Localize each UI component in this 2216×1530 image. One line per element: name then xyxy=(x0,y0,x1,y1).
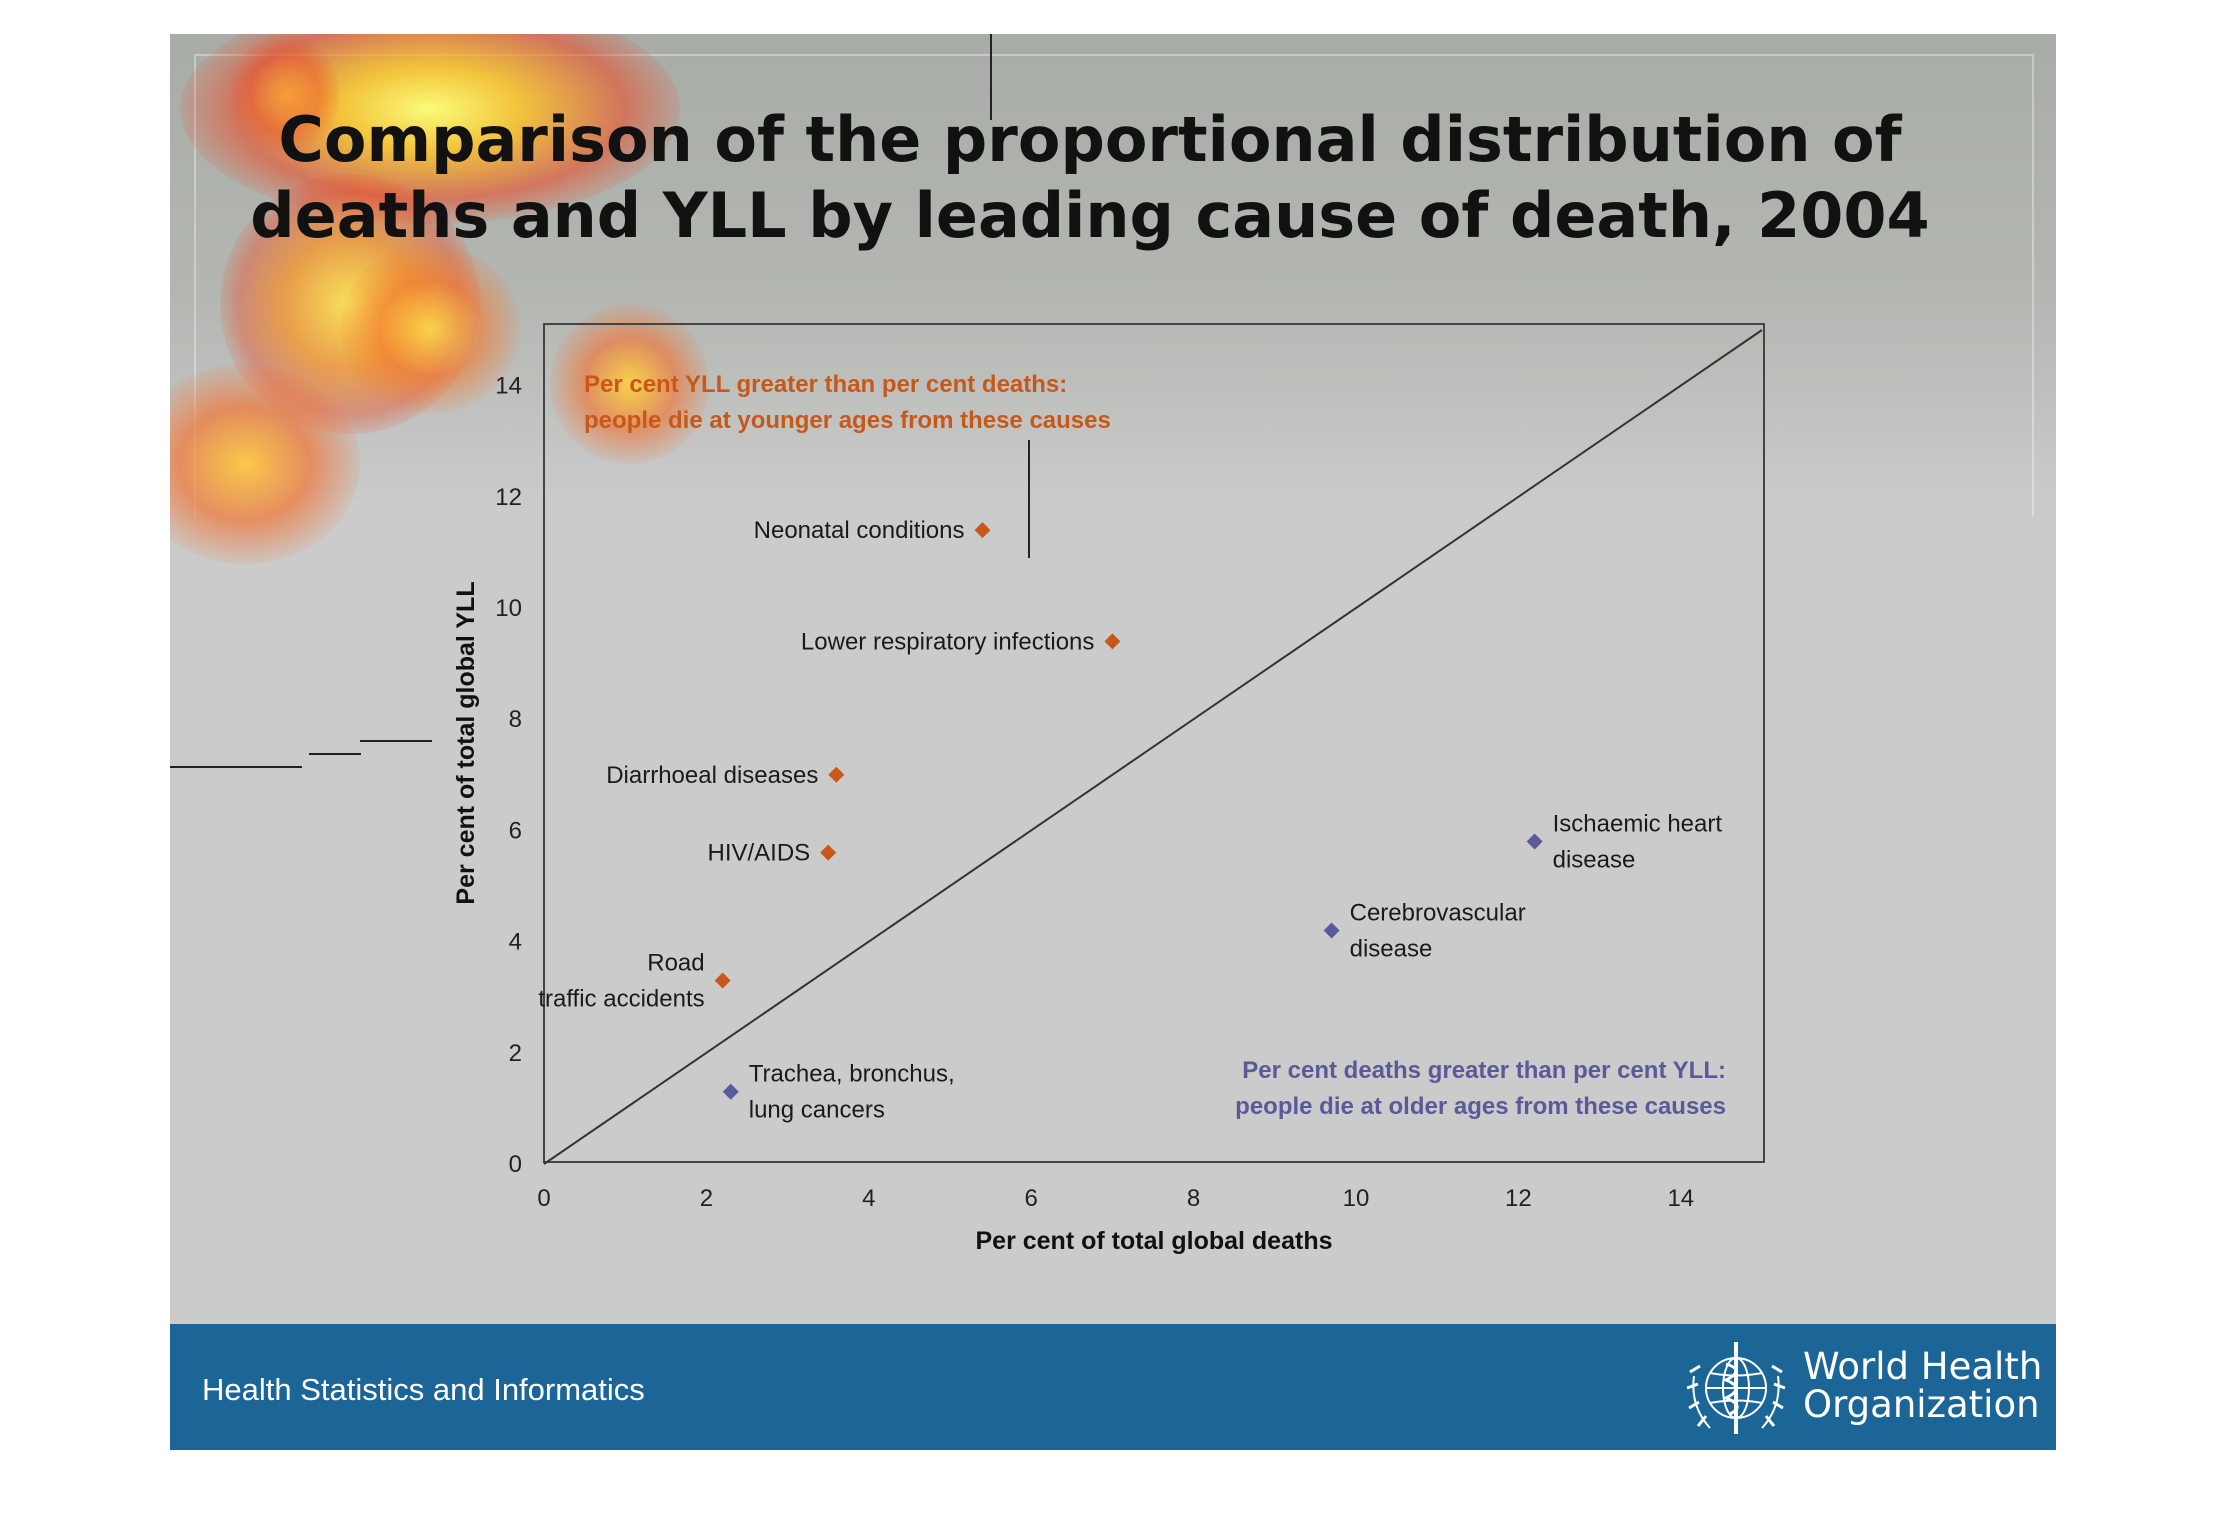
annotation-text: people die at younger ages from these ca… xyxy=(584,407,1111,434)
data-point-label: disease xyxy=(1553,847,1636,874)
who-name-line-1: World Health xyxy=(1803,1345,2043,1388)
y-axis-ticks: 0 2 4 6 8 10 12 14 xyxy=(495,373,522,1178)
plot-area-frame xyxy=(543,323,1765,1163)
data-point-label: Lower respiratory infections xyxy=(801,628,1094,655)
annotation-text: people die at older ages from these caus… xyxy=(1235,1093,1726,1120)
y-tick-label: 10 xyxy=(495,595,522,622)
data-point-marker xyxy=(1526,833,1543,850)
reference-line xyxy=(543,329,1763,1165)
y-axis-title: Per cent of total global YLL xyxy=(452,581,480,904)
chart-annotations: Per cent YLL greater than per cent death… xyxy=(584,371,1726,1120)
y-tick-label: 6 xyxy=(509,817,522,844)
x-tick-label: 10 xyxy=(1343,1185,1370,1212)
x-axis-ticks: 0 2 4 6 8 10 12 14 xyxy=(537,1185,1694,1212)
annotation-text: Per cent deaths greater than per cent YL… xyxy=(1242,1057,1726,1084)
data-point-label: disease xyxy=(1350,935,1433,962)
x-tick-label: 12 xyxy=(1505,1185,1532,1212)
slide-title-line-2: deaths and YLL by leading cause of death… xyxy=(250,179,1930,252)
data-point-marker xyxy=(820,844,837,861)
x-tick-label: 14 xyxy=(1667,1185,1694,1212)
y-tick-label: 12 xyxy=(495,484,522,511)
footer-bar: Health Statistics and Informatics World … xyxy=(170,1324,2056,1450)
data-point-label: Diarrhoeal diseases xyxy=(606,762,818,789)
data-points: Neonatal conditions Lower respiratory inf… xyxy=(538,517,1722,1124)
data-point-label: Cerebrovascular xyxy=(1350,899,1526,926)
who-emblem-icon xyxy=(1686,1342,1786,1434)
x-tick-label: 6 xyxy=(1025,1185,1038,1212)
x-tick-label: 8 xyxy=(1187,1185,1200,1212)
slide-title-line-1: Comparison of the proportional distribut… xyxy=(278,103,1902,176)
y-tick-label: 2 xyxy=(509,1040,522,1067)
stray-line xyxy=(990,34,992,120)
data-point-label: Ischaemic heart xyxy=(1553,811,1723,838)
data-point-marker xyxy=(714,972,731,989)
x-tick-label: 0 xyxy=(537,1185,550,1212)
stray-line xyxy=(309,753,361,755)
stray-line xyxy=(360,740,432,742)
data-point-marker xyxy=(1104,633,1121,650)
data-point-label: lung cancers xyxy=(749,1097,885,1124)
data-point-label: Trachea, bronchus, xyxy=(749,1061,955,1088)
stray-line xyxy=(1028,440,1030,558)
y-tick-label: 4 xyxy=(509,929,522,956)
x-tick-label: 4 xyxy=(862,1185,875,1212)
slide-title: Comparison of the proportional distribut… xyxy=(240,102,1940,254)
data-point-marker xyxy=(1323,922,1340,939)
x-axis-title: Per cent of total global deaths xyxy=(976,1227,1333,1255)
who-wordmark: World Health Organization xyxy=(1803,1348,2042,1424)
data-point-marker xyxy=(974,522,991,539)
who-name-line-2: Organization xyxy=(1803,1383,2040,1426)
y-tick-label: 0 xyxy=(509,1151,522,1178)
footer-department-text: Health Statistics and Informatics xyxy=(202,1372,645,1407)
data-point-label: traffic accidents xyxy=(538,986,704,1013)
data-point-label: Neonatal conditions xyxy=(754,517,965,544)
y-tick-label: 8 xyxy=(509,706,522,733)
data-point-marker xyxy=(828,766,845,783)
slide-inner-frame xyxy=(194,54,2034,516)
stray-line xyxy=(170,766,302,768)
x-tick-label: 2 xyxy=(700,1185,713,1212)
y-tick-label: 14 xyxy=(495,373,522,400)
data-point-marker xyxy=(722,1083,739,1100)
data-point-label: HIV/AIDS xyxy=(707,840,810,867)
annotation-text: Per cent YLL greater than per cent death… xyxy=(584,371,1067,398)
data-point-label: Road xyxy=(647,950,704,977)
